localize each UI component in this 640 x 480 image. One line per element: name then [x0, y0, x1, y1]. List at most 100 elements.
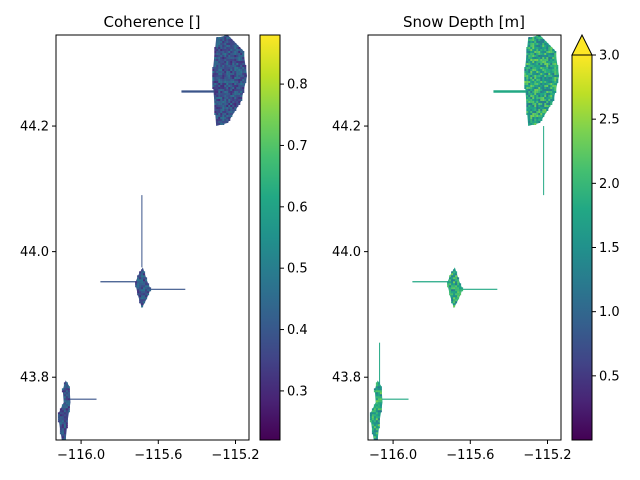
swath-pixel: [240, 53, 243, 55]
snow-depth-y-axis: 43.844.044.2: [332, 120, 368, 386]
swath-pixel: [530, 123, 533, 125]
swath-pixel: [540, 103, 543, 105]
swath-pixel: [63, 384, 66, 387]
swath-pixel: [540, 69, 543, 71]
swath-pixel: [552, 57, 555, 59]
swath-pixel: [526, 79, 529, 81]
swath-pixel: [554, 61, 557, 63]
swath-pixel: [532, 63, 535, 65]
swath-pixel: [234, 73, 237, 75]
swath-pixel: [524, 81, 527, 83]
swath-pixel: [536, 45, 539, 47]
swath-pixel: [218, 69, 221, 71]
swath-pixel: [528, 47, 531, 49]
swath-pixel: [238, 97, 241, 99]
swath-pixel: [218, 79, 221, 81]
swath-pixel: [230, 93, 233, 95]
swath-pixel: [538, 117, 541, 119]
swath-pixel: [226, 61, 229, 63]
swath-pixel: [242, 51, 245, 53]
swath-pixel: [449, 281, 452, 284]
swath-pixel: [240, 91, 243, 93]
swath-pixel: [536, 39, 539, 41]
swath-pixel: [141, 293, 144, 296]
swath-pixel: [534, 83, 537, 85]
swath-pixel: [375, 404, 378, 407]
swath-pixel: [546, 67, 549, 69]
swath-pixel: [234, 91, 237, 93]
swath-pixel: [524, 73, 527, 75]
swath-pixel: [228, 67, 231, 69]
swath-pixel: [226, 67, 229, 69]
swath-pixel: [224, 77, 227, 79]
swath-pixel: [540, 67, 543, 69]
swath-pixel: [373, 388, 376, 391]
swath-pixel: [548, 47, 551, 49]
swath-pixel: [540, 91, 543, 93]
swath-pixel: [459, 291, 462, 294]
swath-pixel: [540, 55, 543, 57]
swath-pixel: [61, 390, 64, 393]
swath-pixel: [214, 67, 217, 69]
swath-pixel: [216, 81, 219, 83]
swath-pixel: [556, 71, 559, 73]
swath-pixel: [542, 43, 545, 45]
swath-pixel: [546, 89, 549, 91]
swath-pixel: [528, 105, 531, 107]
swath-pixel: [57, 418, 60, 421]
swath-pixel: [540, 119, 543, 121]
swath-pixel: [141, 289, 144, 292]
swath-pixel: [236, 69, 239, 71]
colorbar-tick-label: 0.6: [287, 200, 308, 215]
swath-pixel: [546, 107, 549, 109]
swath-pixel: [544, 59, 547, 61]
swath-pixel: [536, 121, 539, 123]
swath-pixel: [453, 275, 456, 278]
swath-pixel: [63, 426, 66, 429]
swath-pixel: [240, 79, 243, 81]
swath-pixel: [145, 285, 148, 288]
swath-pixel: [232, 81, 235, 83]
swath-pixel: [222, 65, 225, 67]
swath-pixel: [534, 43, 537, 45]
swath-pixel: [532, 123, 535, 125]
swath-pixel: [212, 73, 215, 75]
swath-pixel: [546, 97, 549, 99]
swath-pixel: [544, 97, 547, 99]
swath-pixel: [542, 61, 545, 63]
swath-pixel: [141, 285, 144, 288]
swath-pixel: [216, 57, 219, 59]
swath-pixel: [228, 89, 231, 91]
swath-pixel: [546, 79, 549, 81]
swath-pixel: [135, 285, 138, 288]
swath-pixel: [546, 75, 549, 77]
colorbar-tick-label: 0.5: [599, 369, 620, 384]
swath-pixel: [222, 57, 225, 59]
swath-pixel: [536, 109, 539, 111]
swath-pixel: [214, 73, 217, 75]
swath-pixel: [540, 39, 543, 41]
swath-pixel: [540, 43, 543, 45]
snow-depth-axes-frame: [367, 34, 562, 441]
swath-pixel: [137, 293, 140, 296]
swath-pixel: [212, 67, 215, 69]
swath-pixel: [234, 99, 237, 101]
swath-pixel: [224, 51, 227, 53]
swath-pixel: [218, 103, 221, 105]
swath-pixel: [455, 275, 458, 278]
y-tick-label: 43.8: [332, 371, 361, 386]
swath-pixel: [455, 297, 458, 300]
swath-pixel: [534, 59, 537, 61]
swath-pixel: [526, 63, 529, 65]
swath-pixel: [532, 43, 535, 45]
swath-pixel: [534, 111, 537, 113]
swath-pixel: [538, 65, 541, 67]
swath-pixel: [552, 79, 555, 81]
swath-pixel: [528, 91, 531, 93]
swath-pixel: [226, 119, 229, 121]
swath-pixel: [220, 55, 223, 57]
swath-pixel: [530, 43, 533, 45]
swath-pixel: [216, 103, 219, 105]
swath-pixel: [546, 51, 549, 53]
swath-pixel: [457, 279, 460, 282]
